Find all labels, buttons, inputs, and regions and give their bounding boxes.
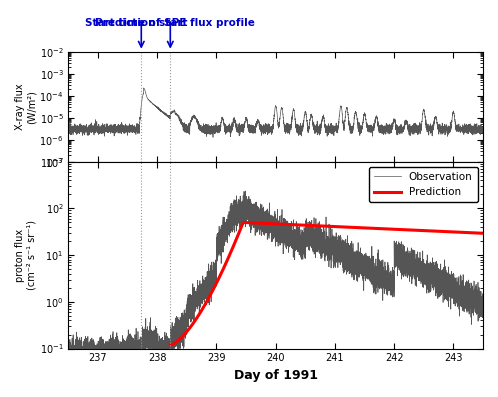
Observation	[243, 189, 249, 193]
Observation	[147, 341, 153, 346]
Line: Prediction: Prediction	[170, 222, 483, 345]
Observation	[65, 343, 71, 348]
Y-axis label: X-ray flux
(W/m²): X-ray flux (W/m²)	[15, 83, 36, 130]
Observation	[67, 346, 73, 351]
Observation	[480, 308, 486, 313]
Prediction	[471, 231, 477, 235]
Prediction	[480, 231, 486, 236]
Prediction	[471, 231, 477, 235]
Text: Prediction start: Prediction start	[95, 18, 188, 28]
Y-axis label: proton flux
(cm⁻² s⁻¹ sr⁻¹): proton flux (cm⁻² s⁻¹ sr⁻¹)	[15, 220, 37, 290]
Observation	[458, 288, 464, 293]
Observation	[83, 343, 89, 347]
Prediction	[240, 220, 246, 225]
Observation	[268, 221, 274, 226]
Observation	[66, 346, 72, 351]
Prediction	[320, 224, 326, 228]
Prediction	[414, 228, 420, 233]
Text: Start time of SPE flux profile: Start time of SPE flux profile	[85, 18, 255, 28]
Prediction	[183, 330, 189, 335]
Line: Observation: Observation	[68, 191, 483, 349]
Observation	[90, 346, 96, 351]
X-axis label: Day of 1991: Day of 1991	[234, 369, 318, 382]
Legend: Observation, Prediction: Observation, Prediction	[369, 167, 478, 202]
Prediction	[311, 223, 317, 228]
Prediction	[167, 343, 173, 347]
